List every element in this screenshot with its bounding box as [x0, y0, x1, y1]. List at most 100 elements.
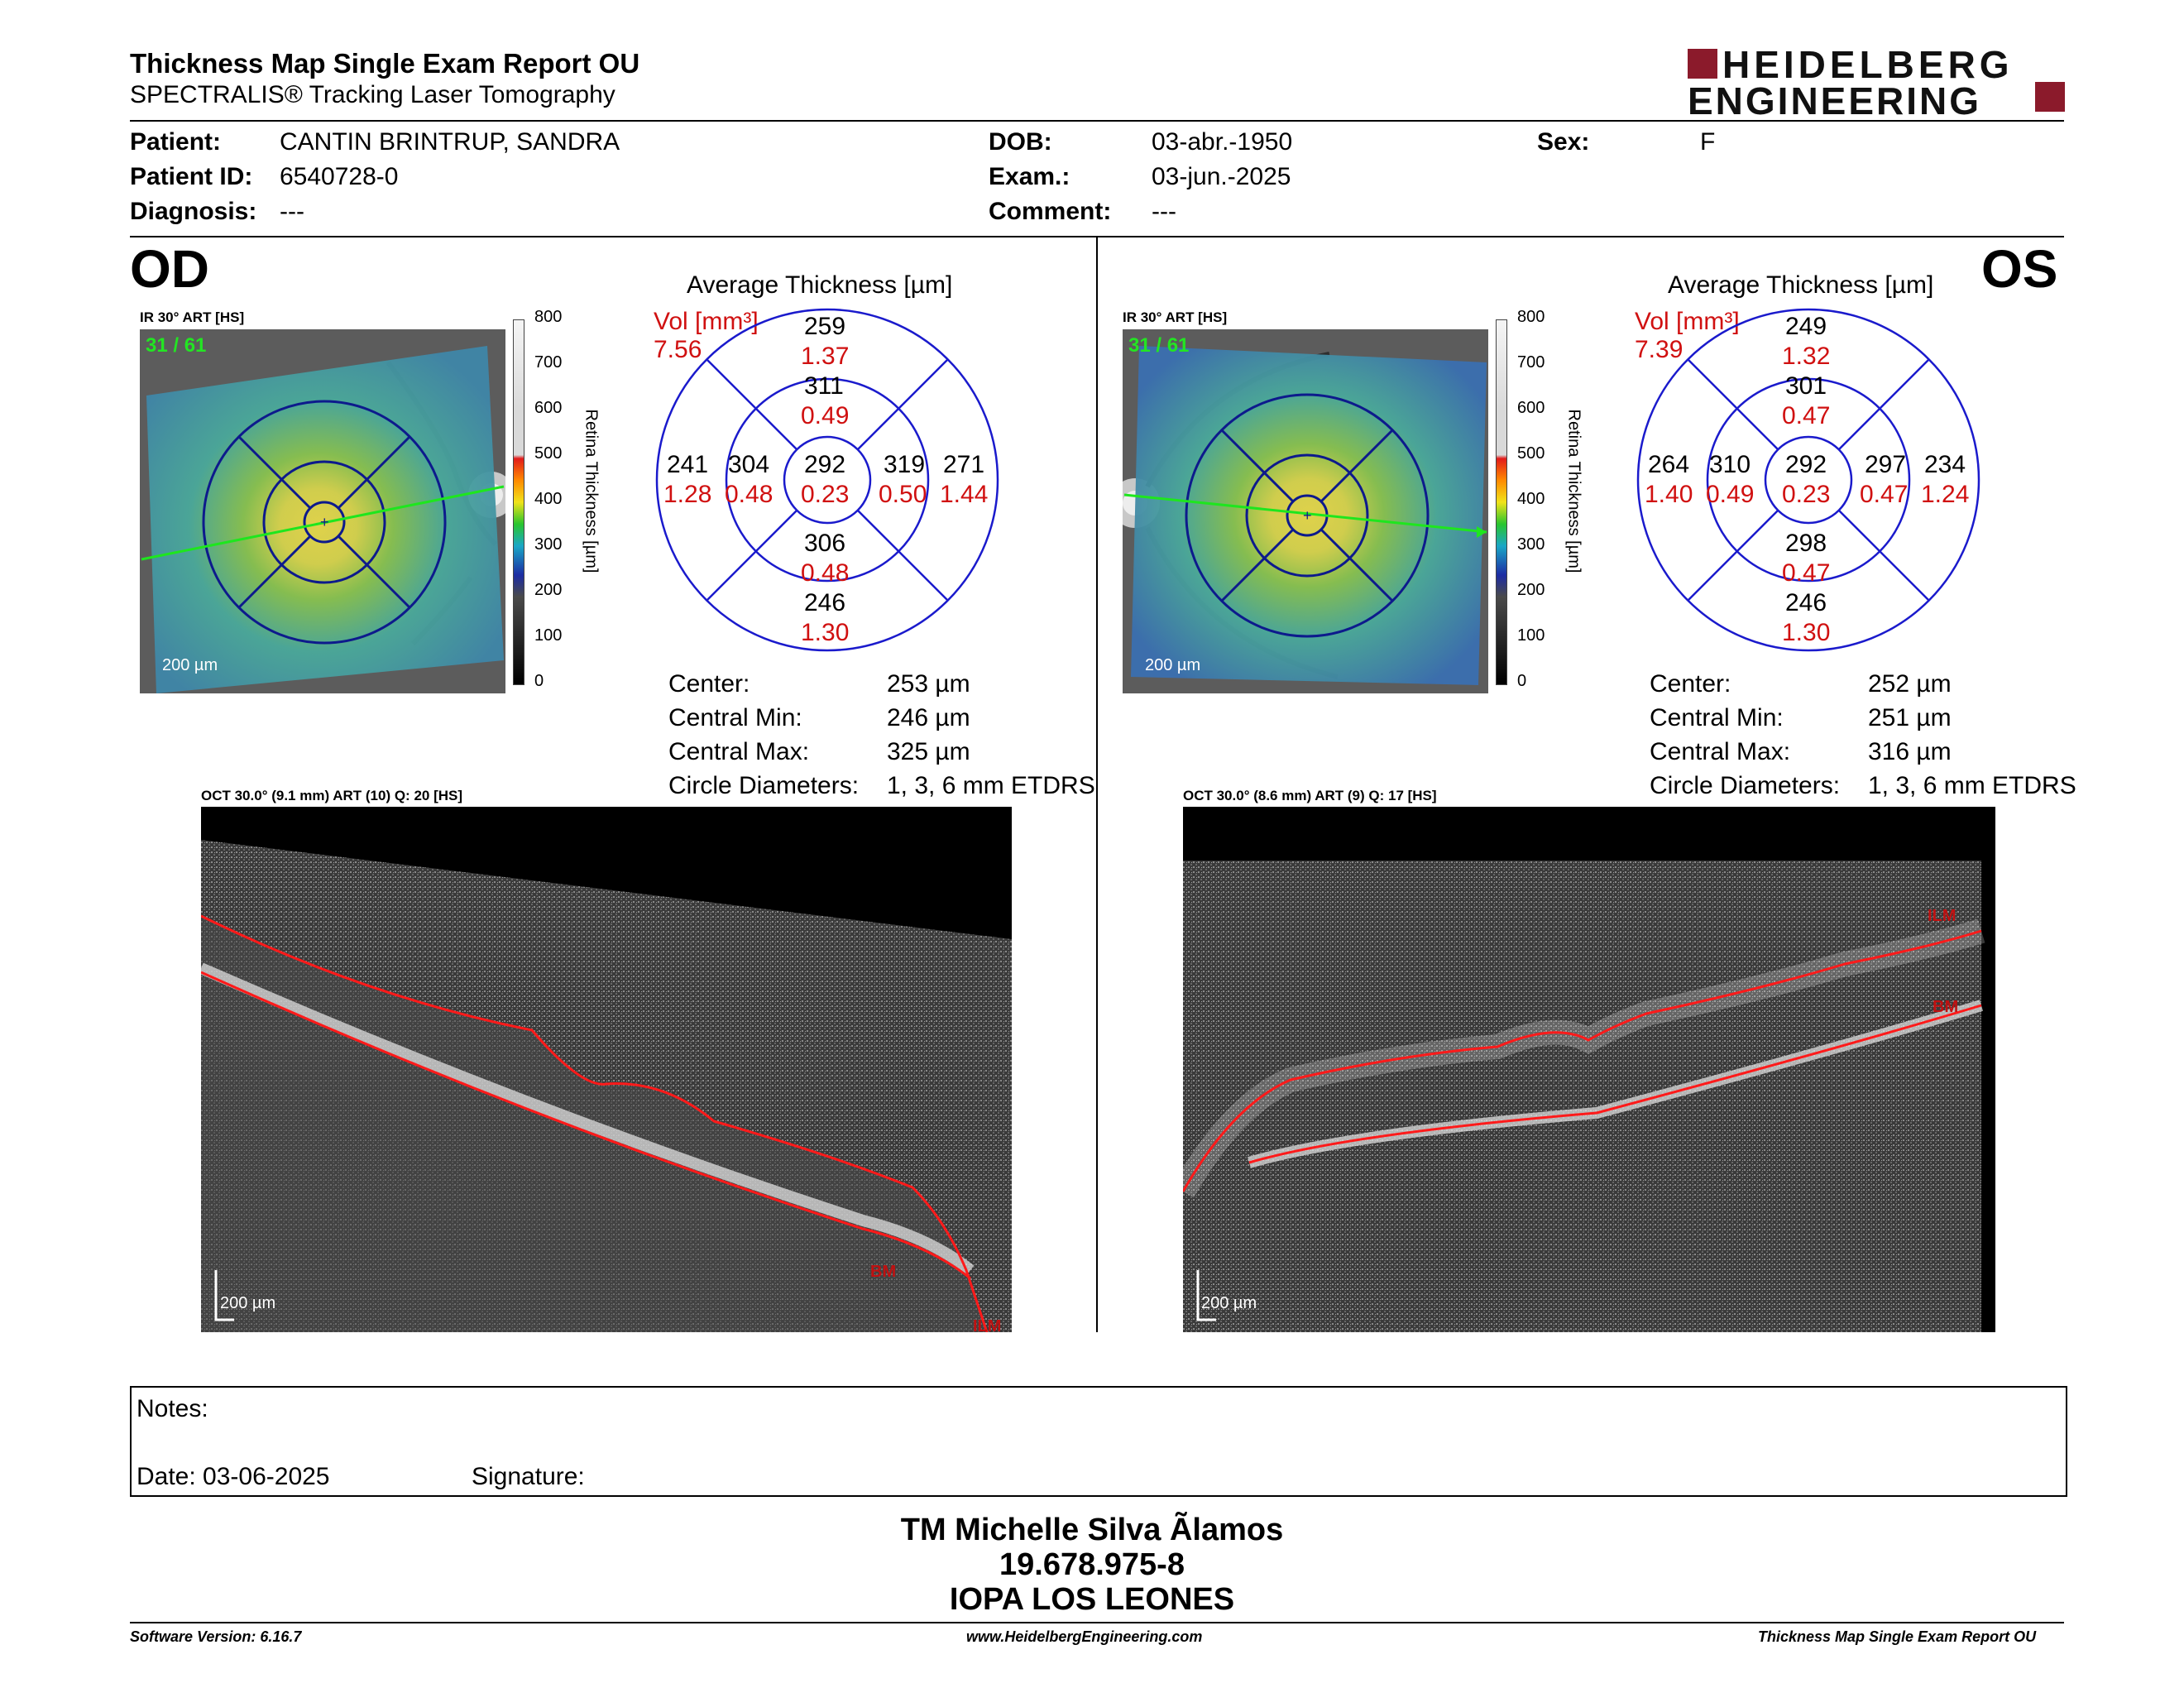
colorbar-od	[513, 319, 524, 685]
central-min-label-od: Central Min:	[668, 704, 802, 731]
colorbar-tick: 700	[534, 353, 563, 372]
sector-outer-top-vol-od: 1.37	[801, 343, 850, 370]
avg-thickness-title-od: Average Thickness [µm]	[687, 271, 953, 299]
ir-caption-os: IR 30° ART [HS]	[1123, 309, 1228, 325]
colorbar-tick: 400	[534, 490, 563, 508]
patient-label: Patient:	[130, 128, 222, 156]
signer-name: TM Michelle Silva Ãlamos	[900, 1513, 1284, 1547]
heidelberg-logo: HEIDELBERG ENGINEERING	[1688, 43, 2068, 122]
dob-label: DOB:	[989, 128, 1052, 156]
circle-diam-label-os: Circle Diameters:	[1650, 772, 1841, 799]
signer-org: IOPA LOS LEONES	[949, 1582, 1235, 1617]
sex-value: F	[1700, 128, 1716, 156]
sector-outer-left-od: 241	[667, 451, 709, 478]
colorbar-tick: 700	[1517, 353, 1545, 372]
notes-label: Notes:	[136, 1395, 208, 1422]
sector-outer-right-od: 271	[943, 451, 985, 478]
etdrs-grid-os	[1636, 308, 1980, 652]
frame-counter-od: 31 / 61	[146, 334, 207, 357]
patient-id-label: Patient ID:	[130, 163, 253, 190]
sector-inner-right-vol-os: 0.47	[1860, 481, 1909, 508]
colorbar-tick: 500	[534, 444, 563, 463]
central-min-label-os: Central Min:	[1650, 704, 1784, 731]
ir-scale-bar-od: 200 µm	[162, 656, 218, 674]
central-max-value-os: 316 µm	[1868, 738, 1952, 765]
oct-scale-od: 200 µm	[220, 1294, 276, 1312]
sector-outer-bottom-vol-od: 1.30	[801, 619, 850, 646]
sector-inner-left-os: 310	[1709, 451, 1751, 478]
thickness-map-od: +	[140, 329, 505, 693]
software-version: Software Version: 6.16.7	[130, 1628, 302, 1645]
vol-label-od: Vol [mm³]	[654, 308, 759, 335]
logo-square-bottom	[2035, 82, 2065, 112]
sector-outer-left-vol-os: 1.40	[1645, 481, 1693, 508]
colorbar-tick: 0	[1517, 672, 1527, 690]
sector-outer-top-os: 249	[1785, 313, 1827, 340]
colorbar-tick: 300	[1517, 535, 1545, 554]
sector-outer-bottom-od: 246	[804, 589, 846, 616]
exam-label: Exam.:	[989, 163, 1070, 190]
svg-text:+: +	[320, 514, 329, 530]
sector-center-os: 292	[1785, 451, 1827, 478]
circle-diam-label-od: Circle Diameters:	[668, 772, 860, 799]
notes-box[interactable]	[130, 1386, 2067, 1497]
center-value-od: 253 µm	[887, 670, 970, 698]
sector-inner-top-os: 301	[1785, 372, 1827, 400]
oct-ilm-label-os: ILM	[1928, 907, 1956, 925]
sector-outer-right-vol-os: 1.24	[1921, 481, 1970, 508]
sector-inner-left-od: 304	[728, 451, 770, 478]
sector-inner-right-od: 319	[884, 451, 926, 478]
colorbar-tick: 800	[534, 308, 563, 326]
center-label-os: Center:	[1650, 670, 1731, 698]
colorbar-tick: 200	[534, 581, 563, 599]
thickness-map-os: +	[1123, 329, 1488, 693]
colorbar-tick: 800	[1517, 308, 1545, 326]
circle-diam-value-os: 1, 3, 6 mm ETDRS	[1868, 772, 2076, 799]
website-link[interactable]: www.HeidelbergEngineering.com	[966, 1628, 1203, 1645]
signer-id: 19.678.975-8	[999, 1547, 1185, 1582]
central-min-value-os: 251 µm	[1868, 704, 1952, 731]
colorbar-tick: 100	[534, 626, 563, 645]
footer-rule	[130, 1622, 2064, 1623]
ir-caption-od: IR 30° ART [HS]	[140, 309, 245, 325]
sector-center-vol-os: 0.23	[1782, 481, 1831, 508]
logo-text-line2: ENGINEERING	[1688, 79, 1982, 122]
sector-inner-left-vol-os: 0.49	[1706, 481, 1755, 508]
comment-value: ---	[1152, 198, 1176, 225]
center-value-os: 252 µm	[1868, 670, 1952, 698]
exam-value: 03-jun.-2025	[1152, 163, 1291, 190]
sector-outer-left-vol-od: 1.28	[663, 481, 712, 508]
oct-scale-os: 200 µm	[1201, 1294, 1257, 1312]
sector-outer-bottom-vol-os: 1.30	[1782, 619, 1831, 646]
logo-square-top	[1688, 49, 1717, 79]
signature-label: Signature:	[472, 1463, 585, 1490]
sector-inner-bottom-os: 298	[1785, 530, 1827, 557]
patient-id: 6540728-0	[280, 163, 399, 190]
sector-outer-left-os: 264	[1648, 451, 1690, 478]
colorbar-tick: 200	[1517, 581, 1545, 599]
sector-inner-top-vol-os: 0.47	[1782, 402, 1831, 429]
oct-bm-label-os: BM	[1933, 998, 1959, 1016]
vol-label-os: Vol [mm³]	[1635, 308, 1740, 335]
colorbar-ticks-od: 800 700 600 500 400 300 200 100 0	[534, 308, 568, 690]
comment-label: Comment:	[989, 198, 1112, 225]
sector-inner-bottom-od: 306	[804, 530, 846, 557]
date-label: Date: 03-06-2025	[136, 1463, 330, 1490]
sector-outer-bottom-os: 246	[1785, 589, 1827, 616]
sector-outer-right-vol-od: 1.44	[940, 481, 989, 508]
svg-text:+: +	[1303, 507, 1312, 524]
frame-counter-os: 31 / 61	[1128, 334, 1190, 357]
avg-thickness-title-os: Average Thickness [µm]	[1668, 271, 1934, 299]
footer-report-name: Thickness Map Single Exam Report OU	[1758, 1628, 2037, 1645]
logo-text-line1: HEIDELBERG	[1722, 43, 2014, 86]
colorbar-tick: 400	[1517, 490, 1545, 508]
colorbar-tick: 500	[1517, 444, 1545, 463]
colorbar-tick: 0	[534, 672, 544, 690]
oct-bm-label-od: BM	[870, 1263, 897, 1281]
colorbar-os	[1496, 319, 1507, 685]
sector-inner-bottom-vol-os: 0.47	[1782, 559, 1831, 587]
colorbar-title-od: Retina Thickness [µm]	[582, 409, 601, 573]
header-rule	[130, 120, 2064, 122]
sector-center-od: 292	[804, 451, 846, 478]
center-divider	[1096, 237, 1098, 1332]
